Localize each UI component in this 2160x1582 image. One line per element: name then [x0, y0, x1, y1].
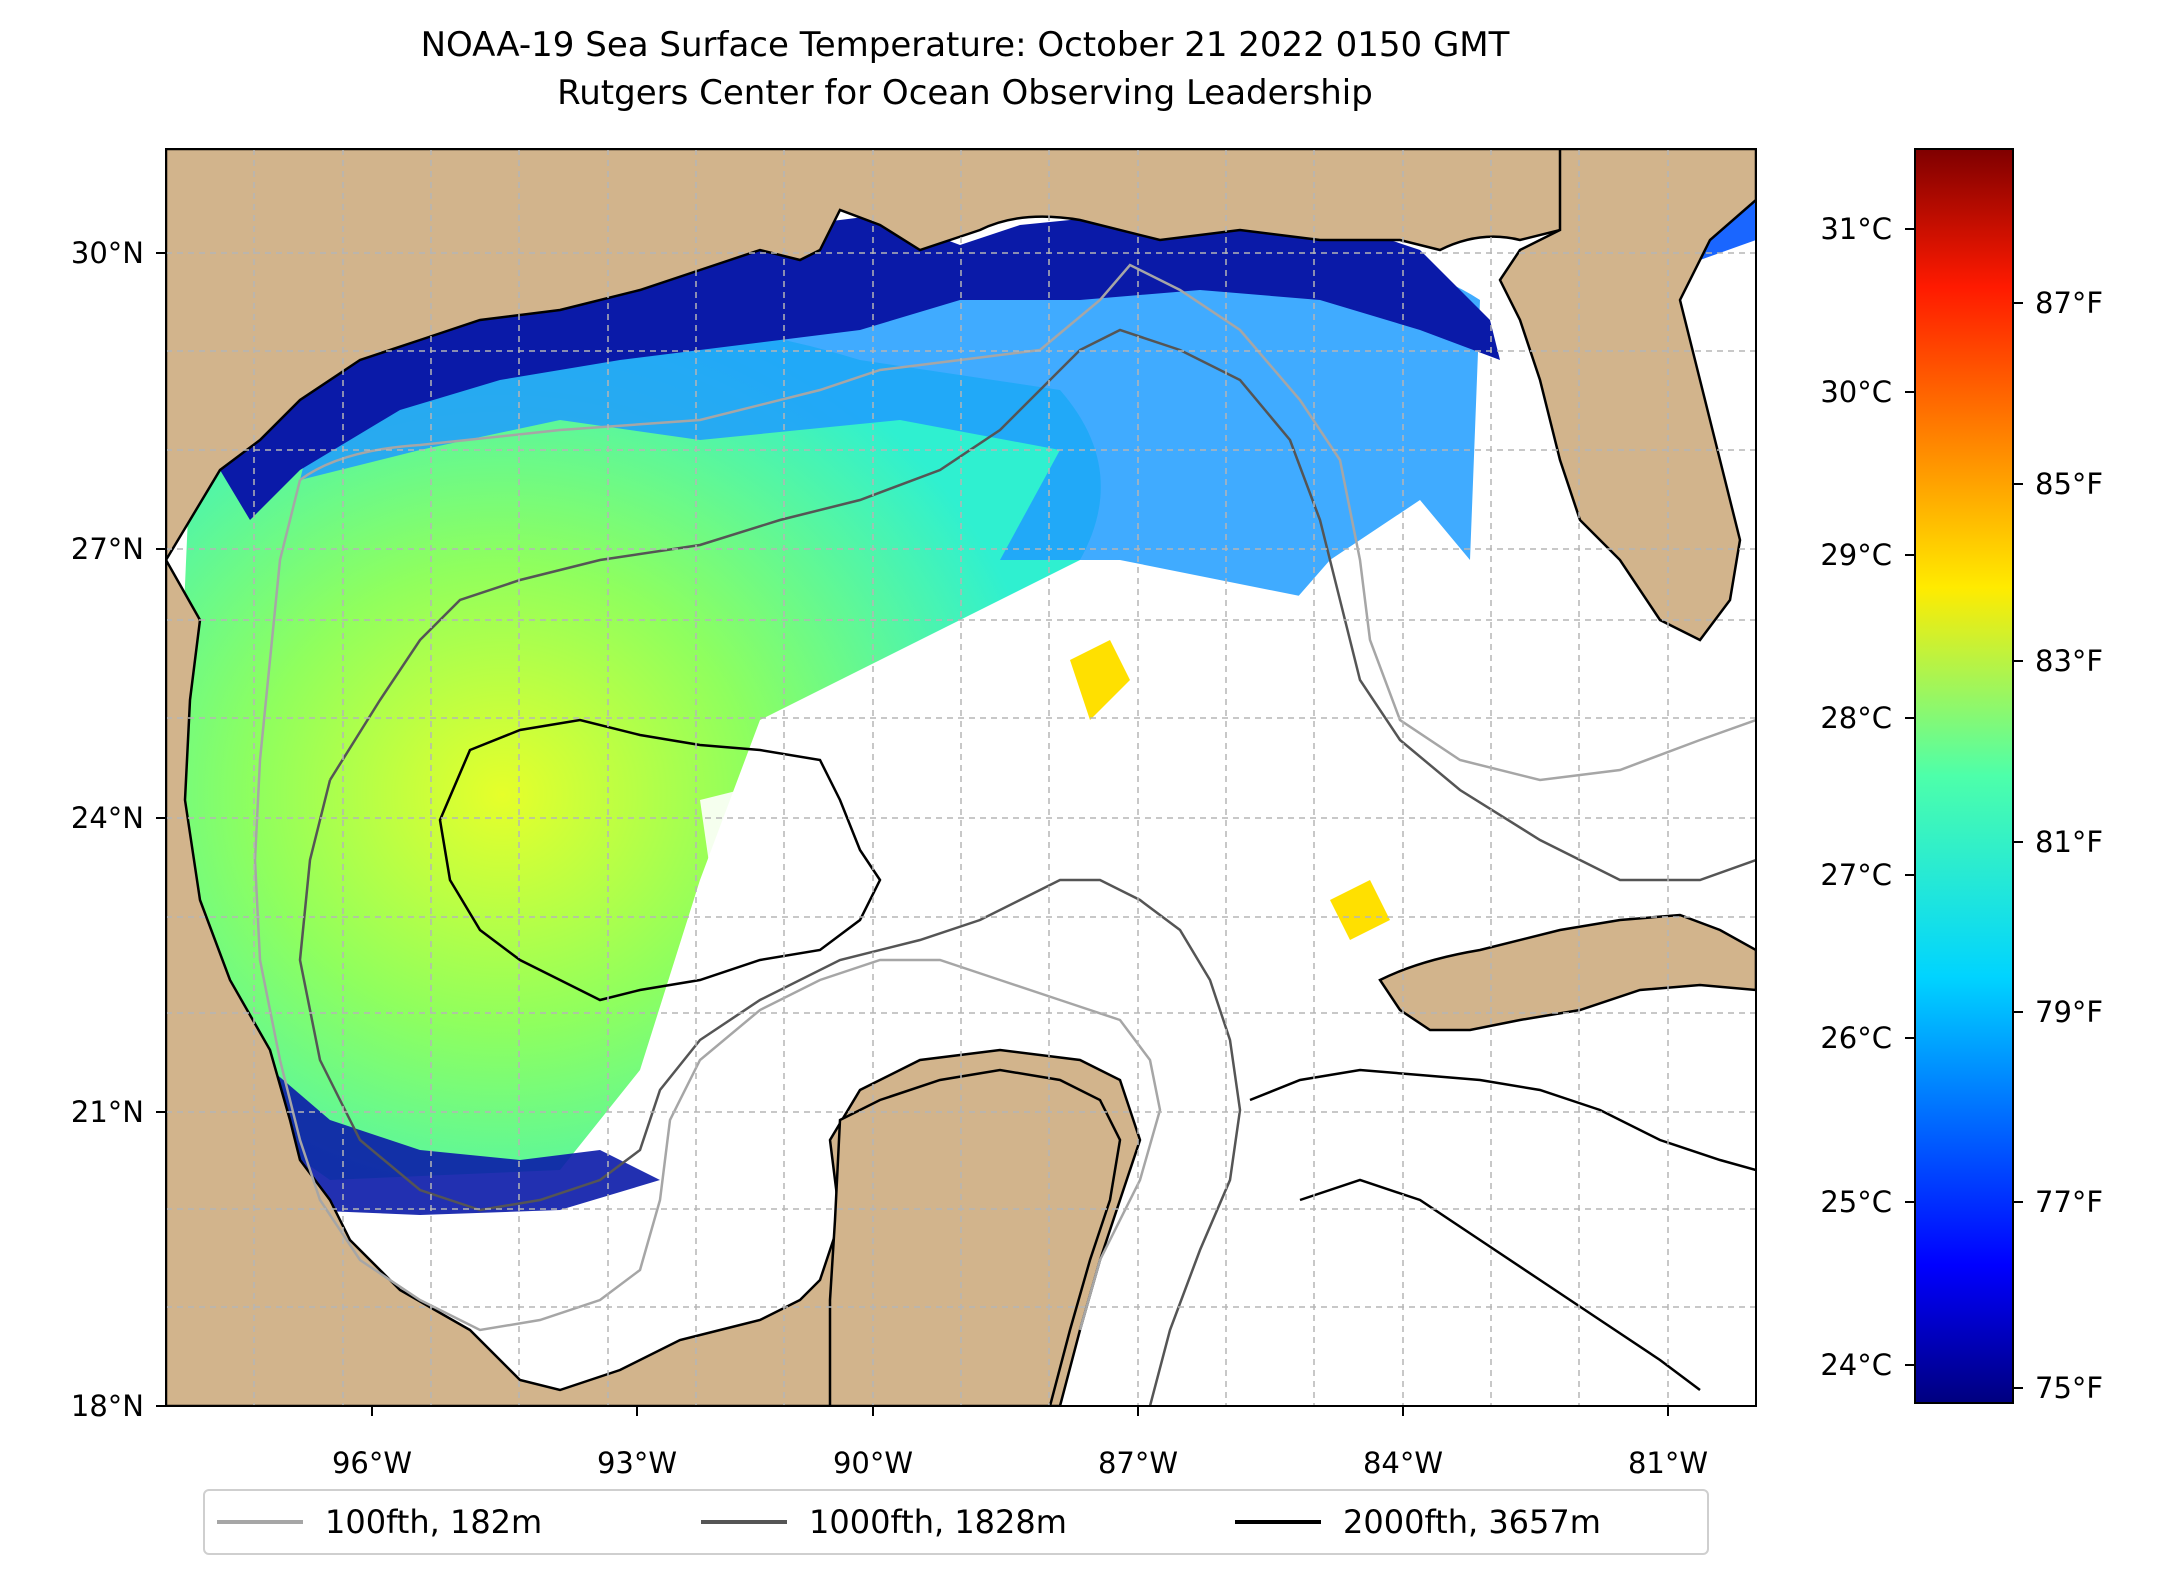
fahrenheit-tick-label: 75°F [2035, 1371, 2103, 1405]
map-frame [165, 148, 1757, 1407]
contour-1000fth [328, 328, 1756, 882]
fahrenheit-tick-label: 81°F [2035, 825, 2103, 859]
lon-tick-label: 84°W [1363, 1446, 1443, 1480]
land-florida [1498, 149, 1756, 642]
colorbar [1914, 148, 2014, 1404]
lat-tick-label: 21°N [71, 1095, 144, 1129]
lon-tick-label: 81°W [1628, 1446, 1708, 1480]
fahrenheit-tick-label: 77°F [2035, 1185, 2103, 1219]
contour-2000fth [438, 718, 882, 1002]
legend-swatch [217, 1520, 303, 1524]
sst-south-band [190, 980, 660, 1215]
sst-warm-patch [1070, 640, 1130, 720]
contour-2000fth [1249, 1068, 1756, 1391]
celsius-tick-label: 27°C [1820, 858, 1892, 892]
contour-100fth [253, 479, 1162, 1332]
sst-warm-field [180, 324, 1101, 1180]
legend: 100fth, 182m 1000fth, 1828m 2000fth, 365… [203, 1489, 1709, 1555]
fahrenheit-tick-label: 83°F [2035, 644, 2103, 678]
land [166, 149, 1756, 1406]
contour-1000fth [298, 779, 1242, 1406]
colorbar-ticks [1905, 228, 2023, 1389]
chart-subtitle: Rutgers Center for Ocean Observing Leade… [557, 73, 1373, 113]
axis-ticks [156, 252, 1669, 1416]
lon-tick-label: 93°W [597, 1446, 677, 1480]
sst-warm-patch [1330, 880, 1390, 940]
land-yucatan [828, 1068, 1122, 1406]
celsius-tick-label: 28°C [1820, 701, 1892, 735]
celsius-tick-label: 29°C [1820, 538, 1892, 572]
celsius-tick-label: 31°C [1820, 212, 1892, 246]
chart-title: NOAA-19 Sea Surface Temperature: October… [420, 25, 1510, 65]
celsius-tick-label: 25°C [1820, 1185, 1892, 1219]
fahrenheit-tick-label: 79°F [2035, 995, 2103, 1029]
lon-tick-label: 87°W [1098, 1446, 1178, 1480]
legend-label: 2000fth, 3657m [1343, 1503, 1601, 1541]
land-cuba [1378, 913, 1756, 1032]
lat-tick-label: 18°N [71, 1389, 144, 1423]
contour-100fth [299, 263, 1756, 782]
celsius-tick-label: 24°C [1820, 1348, 1892, 1382]
legend-label: 1000fth, 1828m [809, 1503, 1067, 1541]
legend-item-1000fth: 1000fth, 1828m [701, 1491, 1067, 1553]
legend-item-100fth: 100fth, 182m [217, 1491, 542, 1553]
graticule [166, 149, 1756, 1406]
lat-tick-label: 24°N [71, 801, 144, 835]
legend-swatch [701, 1520, 787, 1524]
legend-label: 100fth, 182m [325, 1503, 543, 1541]
lat-tick-label: 27°N [71, 532, 144, 566]
lon-tick-label: 96°W [332, 1446, 412, 1480]
map-panel [166, 149, 1756, 1406]
fahrenheit-tick-label: 85°F [2035, 467, 2103, 501]
lon-tick-label: 90°W [833, 1446, 913, 1480]
bathymetry-contours [253, 263, 1756, 1406]
lat-tick-label: 30°N [71, 236, 144, 270]
fahrenheit-tick-label: 87°F [2035, 286, 2103, 320]
cloud-mask [1150, 500, 1470, 820]
celsius-tick-label: 26°C [1820, 1021, 1892, 1055]
cloud-mask [700, 780, 900, 990]
legend-item-2000fth: 2000fth, 3657m [1235, 1491, 1601, 1553]
celsius-tick-label: 30°C [1820, 375, 1892, 409]
legend-swatch [1235, 1520, 1321, 1524]
